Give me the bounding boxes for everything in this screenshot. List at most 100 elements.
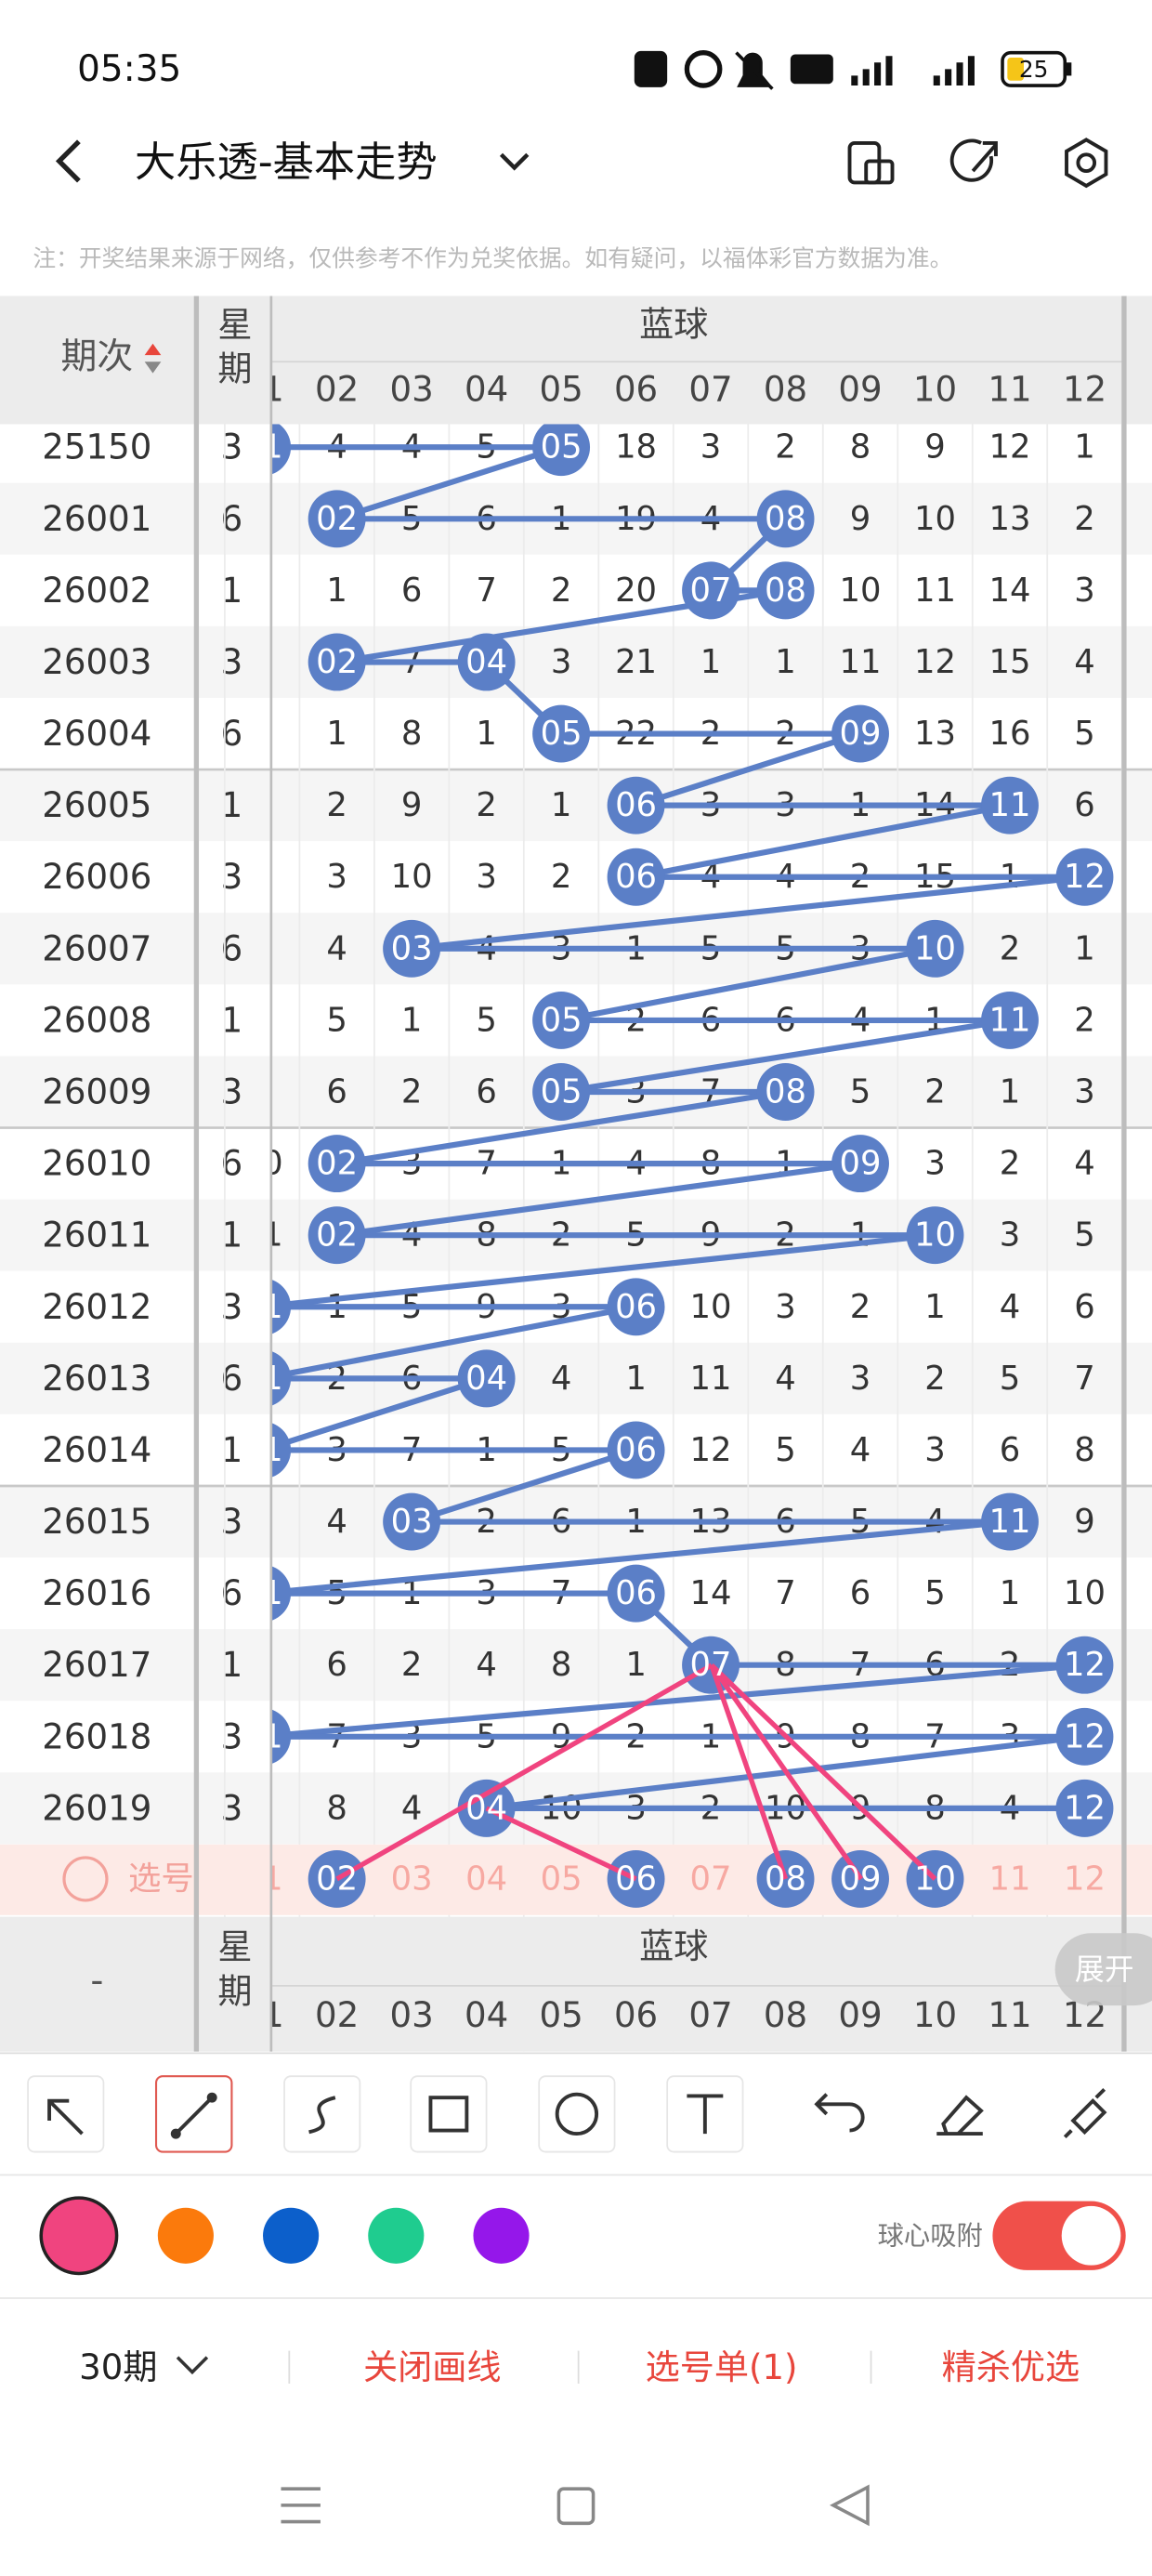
ball (831, 1135, 889, 1193)
period: 26015 (42, 1502, 151, 1542)
omission-count: 2 (1074, 1001, 1095, 1039)
ball-number: 06 (615, 1860, 657, 1898)
tool-arrow[interactable] (27, 2075, 105, 2153)
pick-list-button[interactable]: 选号单(1) (646, 2347, 798, 2387)
period-selector[interactable]: 30期 (79, 2347, 157, 2387)
ball (756, 1063, 815, 1121)
tool-clear[interactable] (1063, 2087, 1107, 2139)
column-number: 04 (465, 1995, 508, 2035)
column-number: 06 (614, 1995, 658, 2035)
trend-line (635, 730, 861, 808)
ball (756, 561, 815, 620)
omission-count: 6 (326, 1646, 347, 1684)
omission-count: 4 (1000, 1288, 1021, 1326)
share-button[interactable] (949, 138, 998, 182)
omission-count: 10 (1064, 1574, 1106, 1612)
back-button[interactable] (55, 139, 81, 183)
ball-number: 12 (1064, 858, 1106, 896)
omission-count: 6 (401, 572, 423, 610)
row-background (0, 1342, 1152, 1414)
omission-count: 11 (242, 1216, 283, 1255)
nav-back[interactable] (830, 2484, 870, 2527)
omission-count: 8 (850, 428, 871, 467)
omission-count: 4 (850, 1431, 871, 1469)
omission-count: 21 (615, 643, 657, 681)
omission-count: 6 (1074, 786, 1095, 824)
ball (607, 1849, 665, 1908)
nav-menu[interactable] (281, 2487, 321, 2524)
column-number: 12 (1063, 370, 1106, 410)
ball-number: 11 (988, 786, 1030, 824)
omission-count: 15 (988, 643, 1030, 681)
ball-number: 12 (1064, 1717, 1106, 1755)
omission-count: 10 (914, 500, 956, 538)
omission-count: 2 (476, 786, 497, 824)
period: 26018 (42, 1716, 151, 1756)
premium-button[interactable]: 精杀优选 (942, 2347, 1080, 2387)
weekday: 3 (221, 427, 243, 467)
omission-count: 2 (924, 1360, 946, 1398)
color-blue[interactable] (263, 2207, 320, 2264)
expand-tab[interactable] (1054, 1933, 1152, 2006)
omission-count: 2 (775, 428, 796, 467)
color-orange[interactable] (157, 2207, 214, 2264)
snap-toggle[interactable] (992, 2201, 1126, 2270)
drawn-line (709, 1663, 864, 1881)
omission-count: 5 (1000, 1360, 1021, 1398)
trend-line (336, 1161, 861, 1239)
ball (383, 919, 441, 978)
header-background (0, 296, 1152, 425)
trend-line (635, 802, 1011, 880)
tool-eraser[interactable] (936, 2095, 984, 2136)
color-green[interactable] (368, 2207, 425, 2264)
layout-button[interactable] (847, 141, 895, 185)
ball (756, 490, 815, 548)
tool-text[interactable] (666, 2075, 744, 2153)
ball (383, 1492, 441, 1551)
period: 26003 (42, 642, 151, 682)
omission-count: 9 (1074, 1503, 1095, 1541)
weekday: 6 (221, 499, 243, 539)
trend-line (336, 1088, 787, 1167)
omission-count: 2 (326, 786, 347, 824)
color-pink[interactable] (39, 2196, 119, 2276)
title-dropdown[interactable] (499, 152, 530, 171)
page-title[interactable]: 大乐透-基本走势 (135, 139, 438, 187)
ball-number: 12 (1064, 1646, 1106, 1684)
tool-undo[interactable] (814, 2093, 865, 2133)
omission-count: 1 (1074, 428, 1095, 467)
ball (308, 1206, 366, 1265)
trend-line (270, 1662, 1085, 1740)
nav-home[interactable] (556, 2487, 596, 2526)
close-draw-button[interactable]: 关闭画线 (363, 2347, 502, 2387)
column-number: 03 (389, 370, 433, 410)
weekday: 6 (221, 714, 243, 754)
period: 26007 (42, 928, 151, 968)
tool-line[interactable] (154, 2075, 233, 2153)
expand-label: 展开 (1075, 1952, 1134, 1987)
omission-count: 2 (1000, 929, 1021, 967)
tool-circle[interactable] (538, 2075, 616, 2153)
tool-curve[interactable] (283, 2075, 361, 2153)
tool-rect[interactable] (410, 2075, 488, 2153)
weekday: 6 (221, 1144, 243, 1184)
omission-count: 1 (326, 715, 347, 753)
ball (981, 991, 1039, 1049)
column-number: 02 (315, 1995, 359, 2035)
sort-down (144, 361, 162, 374)
weekday: 6 (221, 1359, 243, 1399)
select-number: 11 (988, 1860, 1030, 1898)
select-number: 05 (541, 1860, 583, 1898)
omission-count: 3 (850, 1360, 871, 1398)
color-purple[interactable] (473, 2207, 530, 2264)
weekday: 6 (221, 928, 243, 968)
ball-number: 05 (541, 1001, 583, 1039)
omission-count: 1 (476, 715, 497, 753)
ball-number: 06 (615, 1431, 657, 1469)
status-time: 05:35 (77, 48, 181, 90)
row-background (0, 554, 1152, 626)
ball-number: 06 (615, 786, 657, 824)
omission-count: 2 (551, 858, 572, 896)
omission-count: 3 (1074, 572, 1095, 610)
settings-button[interactable] (1065, 138, 1108, 189)
